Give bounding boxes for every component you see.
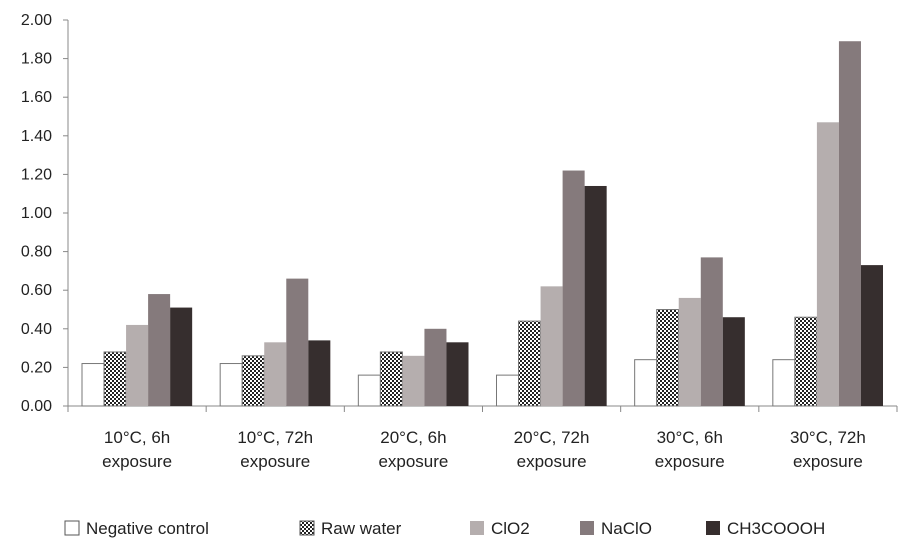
y-tick-label: 2.00 <box>21 12 52 29</box>
legend-label: Negative control <box>86 519 209 538</box>
bar <box>219 363 243 407</box>
y-tick-label: 0.20 <box>21 359 52 376</box>
y-tick-label: 1.60 <box>21 89 52 106</box>
chart-axes: 0.00 0.20 0.40 0.60 0.80 1.00 1.20 1.40 1.60 1.80… <box>21 12 898 415</box>
bar <box>794 316 818 407</box>
legend-label: Raw water <box>321 519 402 538</box>
y-tick-label: 1.00 <box>21 205 52 222</box>
bar <box>148 294 171 406</box>
x-category-label: 30°C, 72h <box>790 428 866 447</box>
bar <box>264 342 287 406</box>
bar <box>357 374 381 407</box>
bar <box>678 297 701 406</box>
bar <box>81 363 105 407</box>
x-category-label: 30°C, 6h <box>657 428 723 447</box>
x-category-label: exposure <box>378 452 448 471</box>
bar <box>402 355 425 406</box>
bar <box>424 328 447 406</box>
y-tick-label: 0.80 <box>21 244 52 261</box>
bar <box>286 278 309 406</box>
bar <box>446 342 469 406</box>
legend-swatch <box>706 521 720 535</box>
bar <box>860 265 883 406</box>
legend-swatch <box>470 521 484 535</box>
legend-swatch <box>580 521 594 535</box>
bar <box>379 351 403 407</box>
bar <box>126 324 149 406</box>
bar <box>772 359 796 407</box>
bar <box>722 317 745 406</box>
bar <box>562 170 585 406</box>
bar <box>838 41 861 406</box>
x-category-label: exposure <box>793 452 863 471</box>
bar <box>656 309 680 407</box>
legend-label: ClO2 <box>491 519 530 538</box>
bar <box>700 257 723 406</box>
bar <box>170 307 193 406</box>
x-category-label: exposure <box>240 452 310 471</box>
y-tick-label: 0.00 <box>21 398 52 415</box>
legend-swatch <box>299 520 315 536</box>
x-category-label: 20°C, 6h <box>380 428 446 447</box>
x-category-label: 20°C, 72h <box>514 428 590 447</box>
bar <box>308 340 331 406</box>
bar <box>518 320 542 407</box>
chart-legend: Negative control Raw water ClO2 NaClO CH3COO… <box>64 519 825 538</box>
bar <box>540 286 563 406</box>
y-tick-label: 1.20 <box>21 166 52 183</box>
x-category-label: 10°C, 72h <box>237 428 313 447</box>
legend-swatch <box>64 520 80 536</box>
bar <box>634 359 658 407</box>
x-category-label: exposure <box>655 452 725 471</box>
chart-bars <box>81 41 883 407</box>
y-tick-label: 0.40 <box>21 321 52 338</box>
legend-label: NaClO <box>601 519 652 538</box>
bar <box>241 355 265 407</box>
bar <box>584 185 607 406</box>
bar <box>103 351 127 407</box>
x-category-label: exposure <box>517 452 587 471</box>
y-tick-label: 1.80 <box>21 51 52 68</box>
bar <box>816 122 839 406</box>
legend-label: CH3COOOH <box>727 519 825 538</box>
y-tick-label: 1.40 <box>21 128 52 145</box>
x-category-label: 10°C, 6h <box>104 428 170 447</box>
bar <box>496 374 520 407</box>
chart-labels: 10°C, 6h exposure 10°C, 72h exposure 20°C, 6… <box>102 428 866 471</box>
y-tick-label: 0.60 <box>21 282 52 299</box>
x-category-label: exposure <box>102 452 172 471</box>
